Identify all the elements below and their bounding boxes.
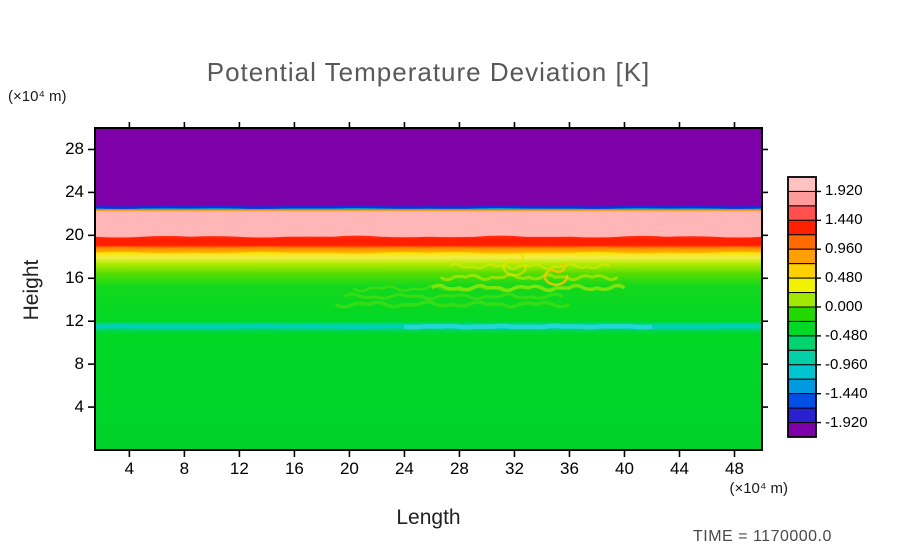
x-tick-label: 28: [449, 459, 469, 478]
colorbar: [787, 176, 821, 438]
x-tick-label: 4: [124, 459, 135, 478]
x-tick-label: 44: [670, 459, 689, 478]
x-tick-label: 32: [504, 459, 524, 478]
colorbar-tick-label: 1.440: [825, 211, 863, 229]
field-streak: [95, 235, 762, 245]
plot-border: [94, 127, 763, 451]
colorbar-tick-label: 0.480: [825, 269, 863, 287]
x-tick-label: 8: [179, 459, 190, 478]
x-tick-label: 40: [615, 459, 634, 478]
colorbar-tick-label: 1.920: [825, 182, 863, 200]
turbulence-swirl: [502, 253, 527, 277]
field-streak: [95, 246, 762, 254]
heatmap-field: [95, 128, 762, 450]
y-tick-label: 16: [65, 268, 84, 288]
y-tick-label: 20: [65, 225, 84, 245]
colorbar-tick-label: -0.960: [825, 355, 868, 373]
y-tick-label: 28: [65, 139, 84, 159]
colorbar-tick-label: -1.440: [825, 384, 868, 402]
field-streak: [95, 205, 762, 210]
x-tick-label: 20: [339, 459, 359, 478]
turbulence-swirl: [543, 262, 569, 286]
colorbar-tick-label: 0.960: [825, 240, 863, 258]
y-tick-label: 24: [65, 182, 84, 202]
turbulence-wisp: [343, 292, 564, 301]
turbulence-wisp: [449, 262, 612, 271]
y-tick-label: 8: [74, 354, 84, 374]
axis-ticks: [88, 122, 768, 457]
y-axis-unit-label: (×10⁴ m): [8, 88, 67, 105]
x-tick-label: 12: [229, 459, 249, 478]
turbulence-wisp: [430, 283, 626, 293]
x-axis-unit-label: (×10⁴ m): [729, 480, 788, 497]
chart-title: Potential Temperature Deviation [K]: [206, 57, 651, 87]
turbulence-wisp: [352, 284, 557, 293]
x-tick-label: 48: [725, 459, 744, 478]
colorbar-tick-label: -0.480: [825, 326, 868, 344]
field-streak: [404, 323, 653, 330]
y-tick-label: 12: [65, 311, 84, 331]
x-tick-label: 16: [284, 459, 304, 478]
x-tick-label: 36: [559, 459, 579, 478]
y-tick-label: 4: [74, 397, 84, 417]
x-tick-label: 24: [394, 459, 414, 478]
time-label: TIME = 1170000.0: [693, 528, 832, 544]
colorbar-tick-label: 0.000: [825, 298, 863, 315]
colorbar-tick-label: -1.920: [825, 413, 868, 431]
x-axis-label: Length: [396, 506, 461, 529]
turbulence-wisp: [334, 300, 571, 309]
turbulence-wisp: [439, 273, 619, 282]
